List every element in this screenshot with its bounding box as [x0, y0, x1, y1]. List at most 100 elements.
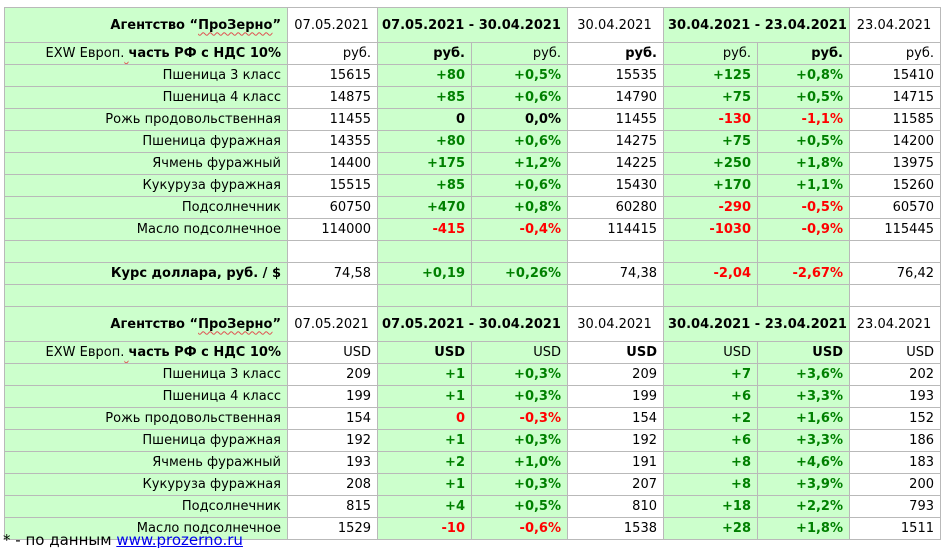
- price-previous: 192: [567, 429, 664, 452]
- agency-quote: Агентство “: [110, 17, 199, 33]
- change-pct-week2: +3,3%: [757, 385, 850, 408]
- commodity-name: Пшеница фуражная: [4, 130, 288, 153]
- header-date: 30.04.2021: [567, 306, 664, 342]
- table-row: Ячмень фуражный 193 +2 +1,0% 191 +8 +4,6% 183: [4, 451, 941, 474]
- price-previous: 207: [567, 473, 664, 496]
- change-abs-week1: -415: [377, 218, 472, 241]
- unit-cell: USD: [287, 341, 378, 364]
- spacer-cell: [663, 284, 758, 307]
- price-previous: 15430: [567, 174, 664, 197]
- unit-cell: руб.: [757, 42, 850, 65]
- price-current: 14400: [287, 152, 378, 175]
- spacer-row: [4, 284, 941, 307]
- change-pct-week2: -0,9%: [757, 218, 850, 241]
- dollar-rate-current: 74,58: [287, 262, 378, 285]
- change-pct-week2: +0,5%: [757, 130, 850, 153]
- dollar-rate-label: Курс доллара, руб. / $: [4, 262, 288, 285]
- table-row: Ячмень фуражный 14400 +175 +1,2% 14225 +250 +1…: [4, 152, 941, 175]
- header-date: 07.05.2021 - 30.04.2021: [377, 7, 568, 43]
- table-row: Пшеница 4 класс 14875 +85 +0,6% 14790 +75 +0,5…: [4, 86, 941, 109]
- price-current: 11455: [287, 108, 378, 131]
- unit-cell: руб.: [377, 42, 472, 65]
- change-abs-week2: -130: [663, 108, 758, 131]
- change-abs-week1: +80: [377, 130, 472, 153]
- change-pct-week2: +3,9%: [757, 473, 850, 496]
- commodity-name: Ячмень фуражный: [4, 451, 288, 474]
- header-date: 23.04.2021: [849, 306, 941, 342]
- table-row: Подсолнечник 60750 +470 +0,8% 60280 -290 -0,5%…: [4, 196, 941, 219]
- price-oldest: 193: [849, 385, 941, 408]
- change-pct-week1: +0,3%: [471, 473, 568, 496]
- price-oldest: 186: [849, 429, 941, 452]
- change-abs-week2: +250: [663, 152, 758, 175]
- change-abs-week1: -10: [377, 517, 472, 540]
- change-abs-week1: +80: [377, 64, 472, 87]
- price-previous: 114415: [567, 218, 664, 241]
- dollar-change-pct-week2: -2,67%: [757, 262, 850, 285]
- agency-title: Агентство “ПроЗерно”: [4, 306, 288, 342]
- price-previous: 810: [567, 495, 664, 518]
- price-current: 815: [287, 495, 378, 518]
- source-link[interactable]: www.prozerno.ru: [116, 531, 243, 549]
- change-abs-week2: +170: [663, 174, 758, 197]
- commodity-name: Кукуруза фуражная: [4, 473, 288, 496]
- commodity-name: Подсолнечник: [4, 196, 288, 219]
- price-current: 192: [287, 429, 378, 452]
- price-table: Агентство “ПроЗерно” 07.05.2021 07.05.2021…: [4, 7, 941, 540]
- change-abs-week1: +4: [377, 495, 472, 518]
- spacer-cell: [471, 240, 568, 263]
- spacer-cell: [567, 284, 664, 307]
- price-oldest: 202: [849, 363, 941, 386]
- change-pct-week2: +3,6%: [757, 363, 850, 386]
- units-label: EXW Европ. часть РФ с НДС 10%: [4, 341, 288, 364]
- table-row: Пшеница фуражная 192 +1 +0,3% 192 +6 +3,3% 186: [4, 429, 941, 452]
- unit-cell: USD: [567, 341, 664, 364]
- change-abs-week2: -290: [663, 196, 758, 219]
- unit-cell: USD: [377, 341, 472, 364]
- price-previous: 14790: [567, 86, 664, 109]
- price-oldest: 15260: [849, 174, 941, 197]
- commodity-name: Масло подсолнечное: [4, 517, 288, 540]
- change-pct-week1: -0,4%: [471, 218, 568, 241]
- change-pct-week1: +0,6%: [471, 130, 568, 153]
- change-pct-week1: +0,8%: [471, 196, 568, 219]
- dollar-rate-oldest: 76,42: [849, 262, 941, 285]
- header-date: 07.05.2021: [287, 306, 378, 342]
- price-previous: 199: [567, 385, 664, 408]
- commodity-name: Масло подсолнечное: [4, 218, 288, 241]
- agency-name: ПроЗерно: [198, 316, 273, 332]
- change-pct-week2: +1,8%: [757, 517, 850, 540]
- unit-cell: USD: [471, 341, 568, 364]
- price-current: 193: [287, 451, 378, 474]
- change-abs-week1: +175: [377, 152, 472, 175]
- header-date: 30.04.2021: [567, 7, 664, 43]
- change-pct-week2: +2,2%: [757, 495, 850, 518]
- header-date: 23.04.2021: [849, 7, 941, 43]
- commodity-name: Рожь продовольственная: [4, 108, 288, 131]
- price-current: 208: [287, 473, 378, 496]
- table-row: Масло подсолнечное 1529 -10 -0,6% 1538 +28 +1,…: [4, 517, 941, 540]
- change-abs-week2: +18: [663, 495, 758, 518]
- spacer-cell: [663, 240, 758, 263]
- change-pct-week2: +3,3%: [757, 429, 850, 452]
- agency-quote: ”: [272, 17, 281, 33]
- dollar-change-abs-week1: +0,19: [377, 262, 472, 285]
- commodity-name: Подсолнечник: [4, 495, 288, 518]
- spacer-cell: [287, 240, 378, 263]
- change-pct-week2: -1,1%: [757, 108, 850, 131]
- change-abs-week2: +6: [663, 385, 758, 408]
- change-abs-week1: +85: [377, 86, 472, 109]
- change-abs-week2: +7: [663, 363, 758, 386]
- price-current: 114000: [287, 218, 378, 241]
- change-pct-week2: +1,1%: [757, 174, 850, 197]
- spacer-cell: [757, 284, 850, 307]
- change-pct-week2: +1,6%: [757, 407, 850, 430]
- change-pct-week1: -0,3%: [471, 407, 568, 430]
- spacer-cell: [287, 284, 378, 307]
- change-pct-week1: +0,5%: [471, 495, 568, 518]
- table-row: Пшеница фуражная 14355 +80 +0,6% 14275 +75 +0,…: [4, 130, 941, 153]
- change-pct-week2: -0,5%: [757, 196, 850, 219]
- change-pct-week1: +0,3%: [471, 429, 568, 452]
- price-current: 1529: [287, 517, 378, 540]
- spacer-cell: [471, 284, 568, 307]
